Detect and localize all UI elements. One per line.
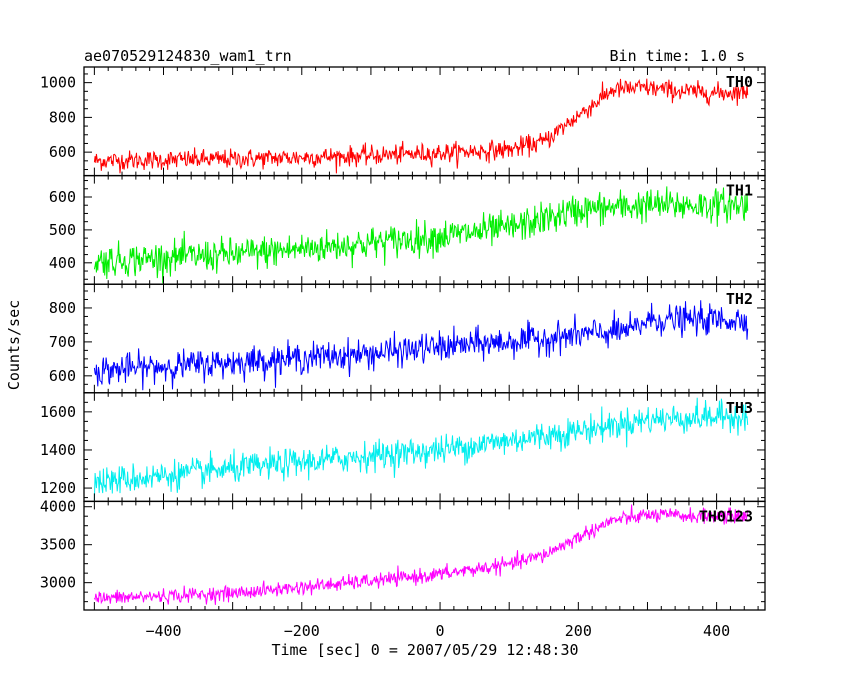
y-tick-label: 600 (49, 143, 76, 161)
y-tick-label: 800 (49, 299, 76, 317)
x-tick-labels: −400 −200 0 200 400 (145, 622, 730, 640)
y-tick-label: 1000 (40, 74, 76, 92)
y-tick-label: 600 (49, 188, 76, 206)
panel-th2: 600 700 800 TH2 (49, 283, 766, 394)
x-tick-label: 0 (436, 622, 445, 640)
panel-label: TH0123 (699, 507, 753, 525)
y-tick-label: 1600 (40, 403, 76, 421)
y-tick-label: 800 (49, 108, 76, 126)
y-tick-label: 600 (49, 367, 76, 385)
x-axis-label: Time [sec] 0 = 2007/05/29 12:48:30 (271, 641, 578, 659)
panel-frame (83, 500, 766, 611)
y-axis-label: Counts/sec (5, 300, 23, 390)
y-tick-label: 4000 (40, 498, 76, 516)
y-tick-label: 1200 (40, 479, 76, 497)
y-tick-label: 500 (49, 221, 76, 239)
panel-label: TH3 (726, 399, 753, 417)
series-line-th1 (93, 186, 749, 284)
panel-th1: 400 500 600 TH1 (49, 174, 766, 285)
panel-label: TH0 (726, 73, 753, 91)
y-tick-label: 700 (49, 333, 76, 351)
x-tick-label: 200 (565, 622, 592, 640)
chart-title: ae070529124830_wam1_trn (84, 47, 292, 65)
x-tick-label: 400 (703, 622, 730, 640)
panels-group: 600 800 1000 TH0 400 500 600 TH1 600 700 800 TH2 120… (40, 66, 766, 611)
y-tick-label: 1400 (40, 441, 76, 459)
panel-th0: 600 800 1000 TH0 (40, 66, 766, 177)
panel-th3: 1200 1400 1600 TH3 (40, 392, 766, 503)
panel-frame (83, 283, 766, 394)
bin-time-label: Bin time: 1.0 s (610, 47, 745, 65)
y-tick-label: 400 (49, 254, 76, 272)
panel-th0123: 3000 3500 4000 TH0123 (40, 498, 766, 611)
y-tick-label: 3000 (40, 574, 76, 592)
series-line-th2 (93, 300, 749, 391)
x-tick-label: −400 (145, 622, 181, 640)
panel-label: TH1 (726, 182, 753, 200)
x-tick-label: −200 (284, 622, 320, 640)
y-tick-label: 3500 (40, 536, 76, 554)
series-line-th0 (93, 78, 749, 174)
panel-label: TH2 (726, 290, 753, 308)
series-line-th0123 (93, 504, 749, 605)
series-line-th3 (93, 397, 749, 501)
